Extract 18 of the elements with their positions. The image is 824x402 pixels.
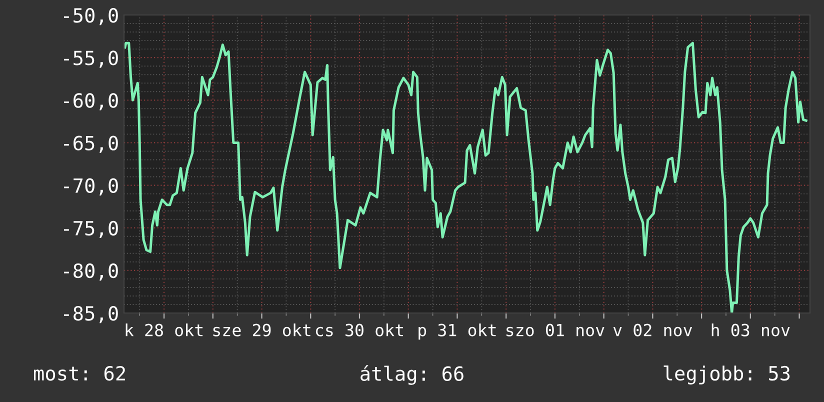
y-tick-label: -85,0: [64, 306, 118, 324]
y-tick-label: -80,0: [64, 263, 118, 281]
y-tick-label: -55,0: [64, 50, 118, 68]
x-tick-label: p 31 okt: [418, 324, 496, 340]
x-tick-label: cs 30 okt: [316, 324, 404, 336]
text: legjobb: 53: [664, 365, 790, 385]
x-tick-label: sze 29 okt: [213, 324, 310, 336]
text: átlag: 66: [360, 365, 464, 385]
y-tick-label: -75,0: [64, 220, 118, 238]
y-tick-label: -50,0: [64, 8, 118, 26]
y-tick-label: -60,0: [64, 93, 118, 110]
x-tick-label: szo 01 nov: [506, 324, 604, 336]
x-tick-label: k 28 okt: [126, 324, 203, 336]
x-tick-label: v 02 nov: [613, 324, 692, 336]
y-tick-label: -65,0: [64, 136, 118, 153]
y-tick-label: -70,0: [64, 178, 118, 196]
text: most: 62: [34, 366, 125, 381]
x-tick-label: h 03 nov: [712, 324, 790, 336]
